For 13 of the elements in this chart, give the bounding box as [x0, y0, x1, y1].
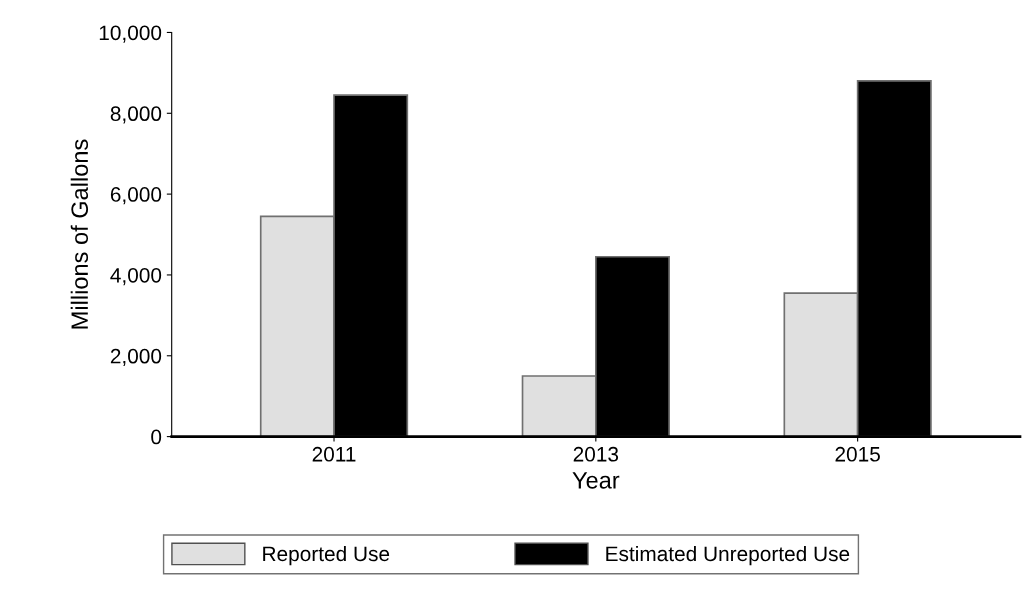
legend-label: Estimated Unreported Use [606, 545, 850, 566]
y-tick-label: 6,000 [110, 187, 162, 205]
y-tick-label: 10,000 [99, 25, 162, 43]
legend-label: Reported Use [263, 545, 390, 566]
x-tick-label: 2013 [573, 446, 619, 462]
y-tick-label: 2,000 [110, 348, 162, 366]
x-tick-label: 2015 [835, 446, 880, 462]
y-tick-label: 8,000 [110, 106, 162, 124]
y-axis-title: Millions of Gallons [70, 139, 89, 329]
y-tick-label: 0 [151, 429, 162, 445]
x-axis-title: Year [572, 472, 620, 489]
y-tick-label: 4,000 [110, 267, 162, 286]
x-tick-label: 2011 [312, 446, 356, 462]
